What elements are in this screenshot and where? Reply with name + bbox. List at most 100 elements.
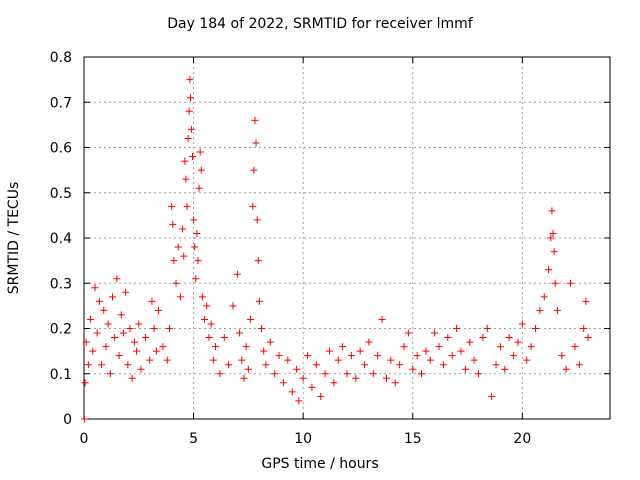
data-point-marker — [108, 293, 116, 301]
data-point-marker — [475, 370, 482, 378]
data-point-marker — [195, 184, 203, 192]
data-point-marker — [135, 320, 143, 328]
data-point-marker — [179, 225, 187, 233]
data-point-marker — [352, 374, 360, 382]
data-point-marker — [279, 379, 287, 387]
data-point-marker — [253, 216, 261, 224]
data-point-marker — [185, 107, 193, 115]
data-point-marker — [187, 125, 195, 133]
data-point-marker — [146, 356, 154, 364]
data-point-marker — [343, 370, 351, 378]
data-point-marker — [193, 229, 201, 237]
data-point-marker — [188, 153, 196, 161]
data-point-marker — [453, 325, 461, 332]
plot-frame — [83, 56, 611, 420]
data-point-marker — [365, 338, 373, 346]
data-point-marker — [262, 361, 270, 369]
data-point-marker — [584, 334, 592, 342]
data-points — [80, 76, 592, 423]
data-point-marker — [461, 365, 469, 373]
data-point-marker — [553, 306, 561, 314]
data-point-marker — [496, 343, 504, 351]
data-point-marker — [431, 329, 439, 337]
data-point-marker — [527, 343, 535, 351]
data-point-marker — [165, 325, 173, 332]
data-point-marker — [492, 361, 500, 369]
data-point-marker — [196, 148, 204, 156]
x-tick-label: 20 — [513, 431, 531, 447]
data-point-marker — [111, 334, 119, 342]
chart-title: Day 184 of 2022, SRMTID for receiver lmm… — [167, 16, 473, 32]
x-tick-label: 5 — [189, 431, 198, 447]
data-point-marker — [562, 365, 570, 373]
data-point-marker — [549, 229, 557, 237]
data-point-marker — [104, 320, 112, 328]
data-point-marker — [531, 325, 539, 332]
data-point-marker — [172, 279, 180, 287]
data-point-marker — [488, 392, 496, 400]
data-point-marker — [113, 275, 121, 283]
data-point-marker — [396, 361, 404, 369]
data-point-marker — [233, 270, 241, 278]
y-tick-label: 0.3 — [50, 276, 72, 292]
data-point-marker — [266, 338, 274, 346]
data-point-marker — [466, 338, 474, 346]
data-point-marker — [251, 116, 259, 124]
y-tick-label: 0.8 — [50, 50, 72, 66]
data-point-marker — [183, 202, 191, 210]
data-point-marker — [369, 370, 377, 378]
data-point-marker — [93, 329, 101, 337]
data-point-marker — [575, 361, 583, 369]
data-point-marker — [518, 320, 526, 328]
data-point-marker — [192, 275, 200, 283]
data-point-marker — [100, 306, 108, 314]
data-point-marker — [252, 139, 260, 147]
data-point-marker — [180, 252, 188, 260]
data-point-marker — [159, 343, 167, 351]
data-point-marker — [249, 202, 257, 210]
data-point-marker — [304, 352, 312, 360]
data-point-marker — [418, 370, 426, 378]
data-point-marker — [176, 293, 184, 301]
data-point-marker — [483, 325, 491, 332]
data-point-marker — [168, 202, 176, 210]
data-point-marker — [98, 361, 106, 369]
data-point-marker — [356, 347, 364, 355]
data-point-marker — [190, 216, 198, 224]
y-tick-label: 0 — [63, 412, 72, 428]
y-tick-label: 0.2 — [50, 322, 72, 338]
data-point-marker — [184, 134, 192, 142]
data-point-marker — [501, 365, 509, 373]
data-point-marker — [271, 370, 279, 378]
data-point-marker — [479, 334, 487, 342]
x-axis-label: GPS time / hours — [261, 456, 379, 472]
data-point-marker — [141, 334, 149, 342]
data-point-marker — [244, 365, 252, 373]
data-point-marker — [191, 243, 199, 251]
data-point-marker — [198, 293, 206, 301]
data-point-marker — [82, 338, 90, 346]
data-point-marker — [510, 352, 518, 360]
x-tick-label: 10 — [294, 431, 312, 447]
data-point-marker — [312, 361, 320, 369]
data-point-marker — [240, 374, 248, 382]
data-point-marker — [258, 325, 266, 332]
data-point-marker — [81, 379, 89, 387]
data-point-marker — [209, 356, 217, 364]
data-point-marker — [299, 374, 307, 382]
data-point-marker — [545, 266, 553, 274]
grid-lines — [84, 57, 610, 419]
data-point-marker — [102, 343, 110, 351]
data-point-marker — [378, 315, 386, 323]
data-point-marker — [229, 302, 237, 310]
data-point-marker — [225, 361, 233, 369]
data-point-marker — [95, 297, 103, 305]
data-point-marker — [444, 334, 452, 342]
data-point-marker — [163, 356, 171, 364]
data-point-marker — [148, 297, 156, 305]
data-point-marker — [187, 94, 195, 102]
data-point-marker — [220, 334, 228, 342]
data-point-marker — [448, 352, 456, 360]
data-point-marker — [87, 315, 95, 323]
